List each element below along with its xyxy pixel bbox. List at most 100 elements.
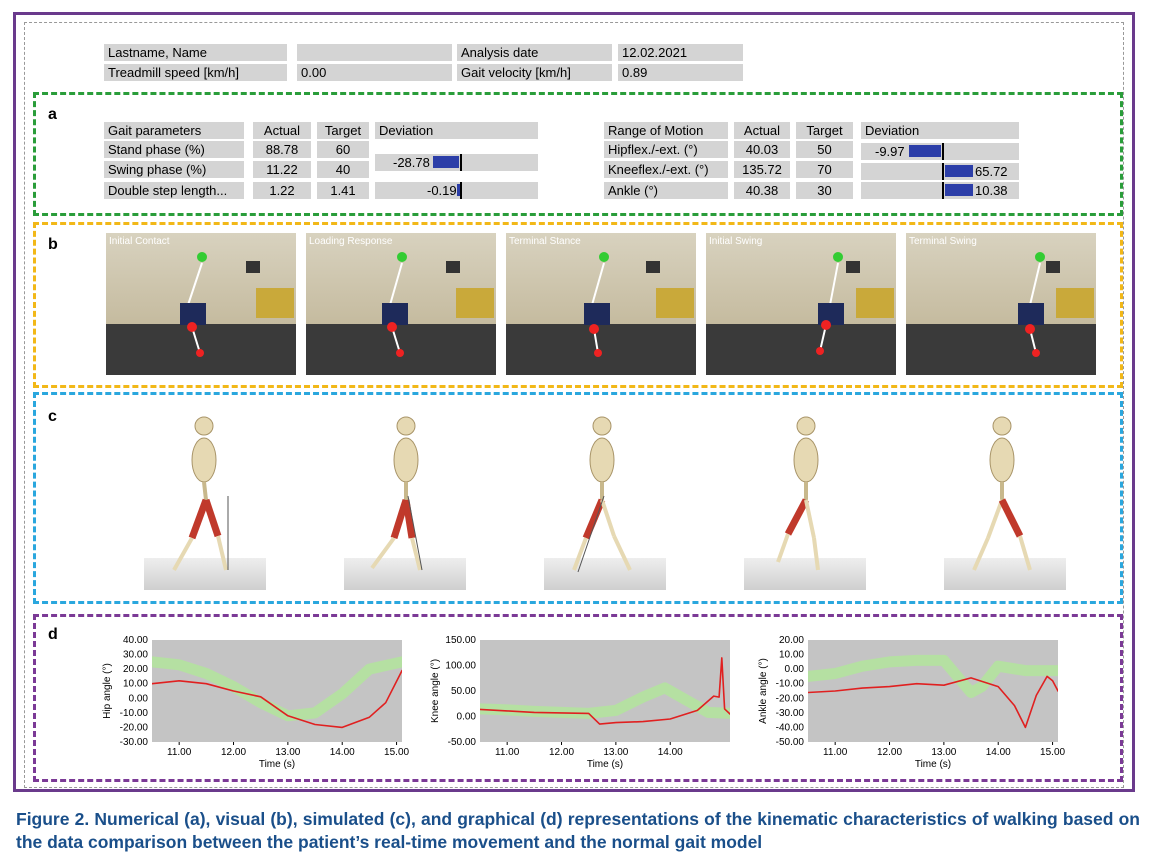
skeleton-model-1	[144, 412, 266, 590]
photo-terminal-stance: Terminal Stance	[506, 233, 696, 375]
gait-row-step-actual: 1.22	[253, 182, 311, 199]
gait-row-step-deviation: -0.19	[375, 182, 538, 199]
y-tick-label: 0.00	[785, 664, 805, 675]
y-tick-label: 20.00	[779, 635, 804, 646]
x-tick-label: 11.00	[495, 747, 520, 758]
x-tick-label: 14.00	[330, 747, 355, 758]
rom-row-hip-target: 50	[796, 141, 853, 158]
deviation-value: 65.72	[975, 164, 1008, 179]
patient-series	[152, 669, 402, 729]
gait-row-swing-target: 40	[317, 161, 369, 178]
patient-series	[808, 675, 1058, 729]
deviation-bar	[433, 156, 459, 168]
y-tick-label: -30.00	[120, 737, 149, 748]
y-tick-label: 10.00	[123, 679, 148, 690]
y-tick-label: 100.00	[445, 661, 476, 672]
treadmill-label: Treadmill speed [km/h]	[104, 64, 287, 81]
skeleton-model-4	[744, 412, 866, 590]
rom-row-hip-label: Hipflex./-ext. (°)	[604, 141, 728, 158]
ankle-angle-chart: 20.00 10.00 0.00 -10.00 -20.00 -30.00 -40.00 -5…	[758, 635, 1066, 770]
y-tick-label: -50.00	[448, 737, 477, 748]
rom-header-actual: Actual	[734, 122, 790, 139]
section-b-letter: b	[48, 236, 58, 253]
deviation-bar	[945, 184, 973, 196]
section-c-letter: c	[48, 408, 57, 425]
x-tick-label: 13.00	[275, 747, 300, 758]
y-tick-label: -10.00	[776, 679, 805, 690]
hip-angle-chart: 40.00 30.00 20.00 10.00 0.00 -10.00 -20.00 -30.…	[102, 635, 410, 770]
rom-row-hip-actual: 40.03	[734, 141, 790, 158]
analysis-date-label: Analysis date	[457, 44, 612, 61]
y-tick-label: 150.00	[445, 635, 476, 646]
y-tick-label: -10.00	[120, 708, 149, 719]
rom-header-deviation: Deviation	[861, 122, 1019, 139]
name-value	[297, 44, 452, 61]
x-axis-label: Time (s)	[915, 759, 951, 770]
y-tick-label: 10.00	[779, 650, 804, 661]
deviation-value: -28.78	[393, 155, 430, 170]
section-d-letter: d	[48, 626, 58, 643]
deviation-bar	[909, 145, 941, 157]
analysis-date-value: 12.02.2021	[618, 44, 743, 61]
rom-row-ankle-actual: 40.38	[734, 182, 790, 199]
skeleton-model-5	[944, 412, 1066, 590]
x-axis-label: Time (s)	[587, 759, 623, 770]
deviation-zero-line	[460, 182, 462, 199]
deviation-bar	[945, 165, 973, 177]
knee-angle-chart: 150.00 100.00 50.00 0.00 -50.00 11.00 12.00 13.…	[430, 635, 730, 770]
rom-row-knee-actual: 135.72	[734, 161, 790, 178]
rom-row-knee-label: Kneeflex./-ext. (°)	[604, 161, 728, 178]
rom-row-hip-deviation: -9.97	[861, 143, 1019, 160]
y-tick-label: 30.00	[123, 650, 148, 661]
gait-row-step-target: 1.41	[317, 182, 369, 199]
rom-row-ankle-target: 30	[796, 182, 853, 199]
gait-row-stand-actual: 88.78	[253, 141, 311, 158]
gait-header-param: Gait parameters	[104, 122, 244, 139]
photo-terminal-swing: Terminal Swing	[906, 233, 1096, 375]
gait-velocity-value: 0.89	[618, 64, 743, 81]
figure-caption: Figure 2. Numerical (a), visual (b), sim…	[16, 809, 1140, 852]
deviation-bar	[457, 184, 460, 196]
gait-row-step-label: Double step length...	[104, 182, 244, 199]
gait-header-target: Target	[317, 122, 369, 139]
rom-row-knee-deviation: 65.72	[861, 163, 1019, 180]
x-tick-label: 13.00	[603, 747, 628, 758]
x-tick-label: 12.00	[549, 747, 574, 758]
deviation-value: 10.38	[975, 183, 1008, 198]
x-tick-label: 13.00	[931, 747, 956, 758]
deviation-zero-line	[942, 182, 944, 199]
deviation-zero-line	[942, 163, 944, 180]
deviation-value: -9.97	[875, 144, 905, 159]
y-axis-label: Knee angle (°)	[430, 659, 441, 723]
gait-row-stand-label: Stand phase (%)	[104, 141, 244, 158]
x-tick-label: 15.00	[1040, 747, 1065, 758]
y-tick-label: 40.00	[123, 635, 148, 646]
y-tick-label: -40.00	[776, 722, 805, 733]
gait-header-actual: Actual	[253, 122, 311, 139]
patient-series	[480, 657, 730, 725]
y-axis-label: Hip angle (°)	[102, 663, 113, 719]
x-tick-label: 11.00	[823, 747, 848, 758]
deviation-value: -0.19	[427, 183, 457, 198]
x-tick-label: 15.00	[384, 747, 409, 758]
name-label: Lastname, Name	[104, 44, 287, 61]
skeleton-model-3	[544, 412, 666, 590]
norm-band-series	[808, 654, 1058, 698]
section-a-letter: a	[48, 106, 57, 123]
gait-header-deviation: Deviation	[375, 122, 538, 139]
x-tick-label: 12.00	[221, 747, 246, 758]
y-tick-label: 20.00	[123, 664, 148, 675]
phase-label: Terminal Stance	[509, 236, 581, 247]
photo-initial-swing: Initial Swing	[706, 233, 896, 375]
y-tick-label: 0.00	[457, 712, 477, 723]
phase-label: Initial Swing	[709, 236, 763, 247]
section-d-graphical	[33, 614, 1123, 782]
x-axis-label: Time (s)	[259, 759, 295, 770]
skeleton-model-2	[344, 412, 466, 590]
phase-label: Initial Contact	[109, 236, 170, 247]
rom-header-target: Target	[796, 122, 853, 139]
y-tick-label: 0.00	[129, 693, 149, 704]
y-tick-label: -20.00	[776, 693, 805, 704]
deviation-zero-line	[942, 143, 944, 160]
x-tick-label: 14.00	[658, 747, 683, 758]
